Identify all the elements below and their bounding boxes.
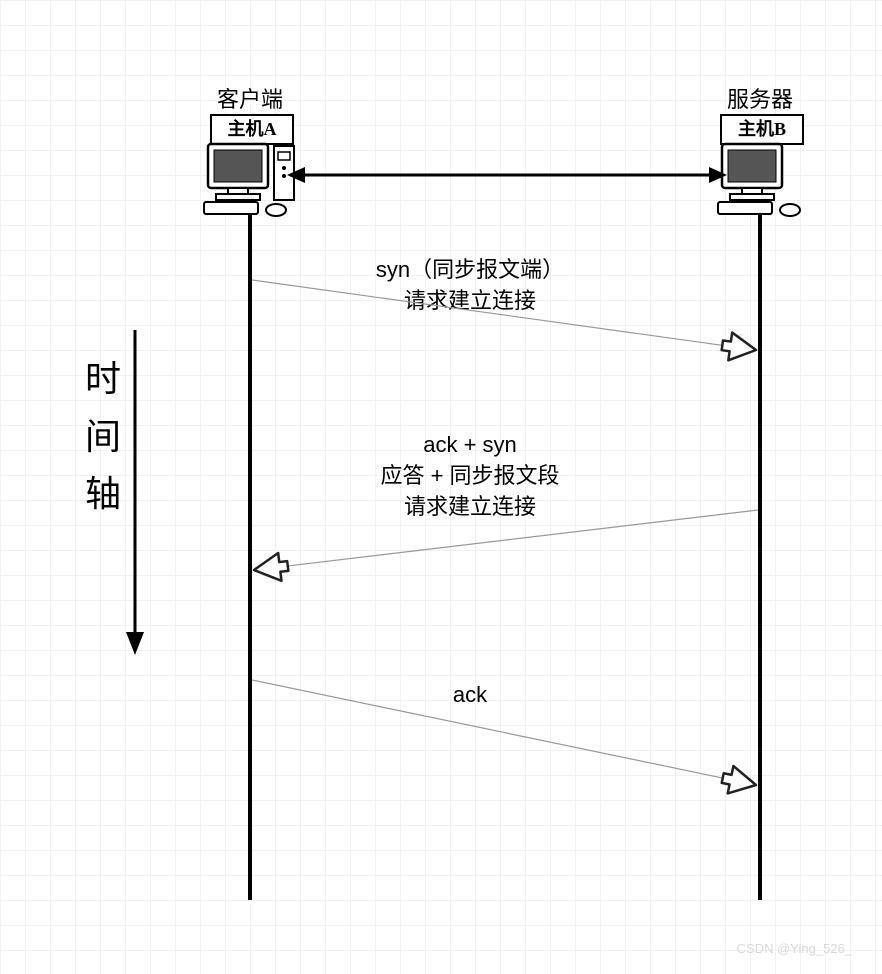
bidirectional-arrow (285, 160, 729, 190)
time-axis-arrow (115, 330, 155, 660)
computer-icon (716, 138, 816, 223)
msg-ack-arrow (222, 650, 786, 815)
msg-syn-arrow (222, 250, 786, 380)
server-title: 服务器 (710, 85, 810, 116)
msg-acksyn-arrow (224, 480, 788, 600)
client-title: 客户端 (200, 85, 300, 116)
watermark: CSDN @Ying_526_ (737, 941, 852, 956)
msg-acksyn-line1: ack + syn (320, 430, 620, 461)
